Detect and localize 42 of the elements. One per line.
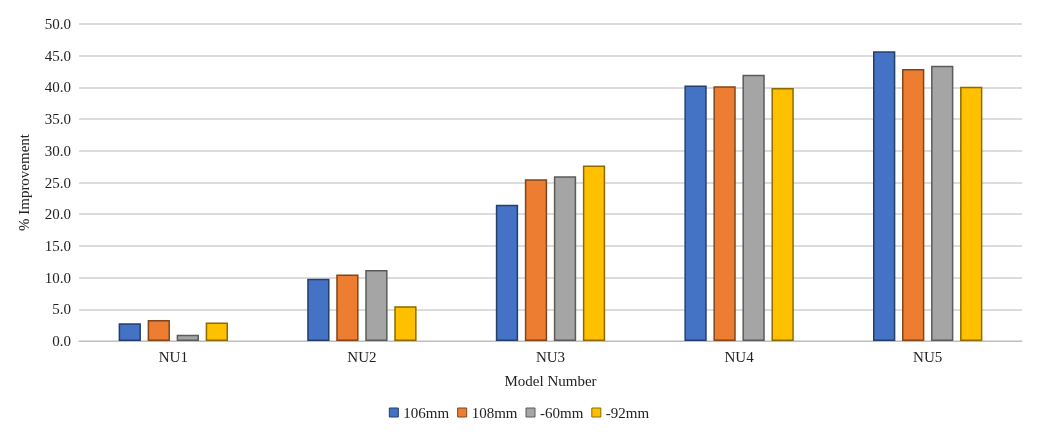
y-tick-label: 0.0	[52, 333, 71, 349]
y-tick-label: 20.0	[44, 206, 71, 223]
bar	[307, 278, 330, 341]
bar	[582, 165, 606, 341]
bar	[771, 88, 794, 341]
legend-label: 106mm	[403, 404, 450, 421]
bar	[394, 306, 417, 341]
x-axis-title: Model Number	[504, 372, 597, 389]
bar	[147, 320, 170, 341]
x-tick-label: NU2	[347, 348, 377, 365]
y-axis-title: % Improvement	[15, 133, 32, 232]
bar	[495, 204, 519, 341]
y-tick-label: 25.0	[44, 174, 71, 191]
y-tick-label: 45.0	[44, 47, 71, 64]
x-tick-label: NU3	[535, 348, 566, 365]
y-tick-label: 40.0	[44, 79, 71, 96]
y-tick-label: 15.0	[44, 237, 71, 254]
bar	[118, 323, 141, 341]
y-tick-label: 30.0	[44, 142, 71, 159]
y-tick-label: 5.0	[52, 301, 71, 318]
bar	[713, 86, 736, 341]
bar	[931, 65, 954, 341]
bar	[742, 74, 765, 341]
bar	[684, 85, 707, 341]
y-tick-label: 50.0	[44, 16, 71, 32]
bar	[176, 334, 199, 341]
bar	[365, 269, 388, 341]
bar	[902, 69, 925, 341]
legend-label: 108mm	[471, 404, 518, 421]
bar	[873, 51, 896, 341]
bar	[553, 176, 577, 341]
x-tick-label: NU1	[158, 348, 188, 365]
y-tick-label: 10.0	[44, 269, 71, 286]
bar	[205, 322, 228, 341]
bar	[960, 86, 983, 341]
bar	[336, 274, 359, 341]
x-tick-label: NU4	[724, 348, 755, 365]
x-tick-label: NU5	[913, 348, 943, 365]
legend-label: -60mm	[540, 404, 584, 421]
legend-label: -92mm	[605, 404, 650, 421]
bar	[524, 179, 548, 341]
y-tick-label: 35.0	[44, 111, 71, 128]
